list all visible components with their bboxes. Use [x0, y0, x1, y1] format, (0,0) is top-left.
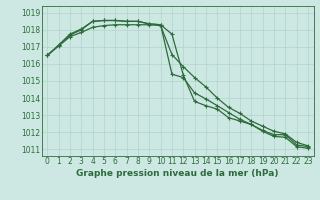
X-axis label: Graphe pression niveau de la mer (hPa): Graphe pression niveau de la mer (hPa) — [76, 169, 279, 178]
